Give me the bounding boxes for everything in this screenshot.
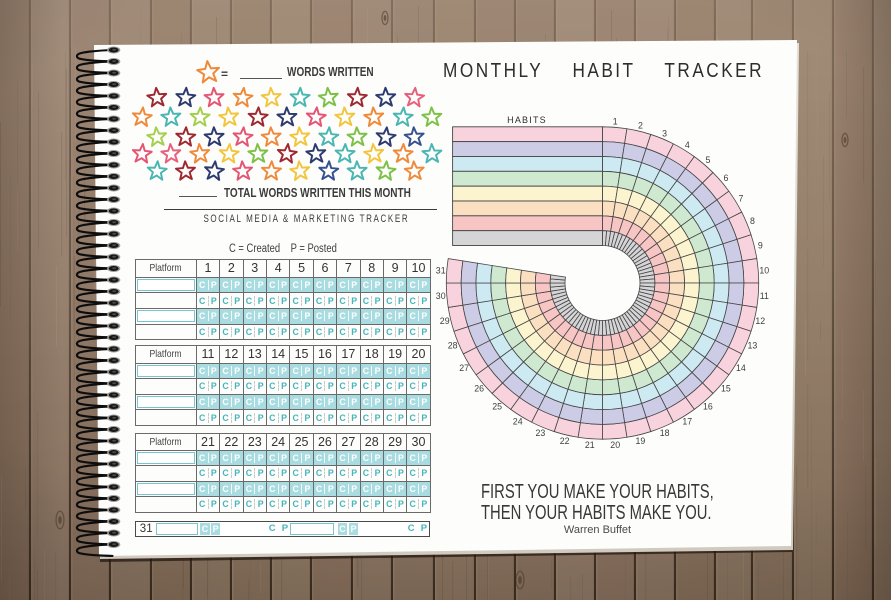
svg-text:24: 24 — [513, 417, 523, 427]
svg-text:7: 7 — [738, 193, 743, 203]
svg-text:5: 5 — [705, 155, 710, 165]
svg-text:25: 25 — [492, 402, 502, 412]
svg-text:14: 14 — [736, 363, 746, 373]
svg-text:2: 2 — [638, 120, 643, 130]
svg-text:6: 6 — [723, 173, 728, 183]
svg-text:27: 27 — [459, 363, 469, 373]
svg-text:31: 31 — [436, 266, 446, 276]
svg-text:11: 11 — [760, 291, 769, 301]
svg-text:16: 16 — [703, 402, 713, 412]
svg-text:28: 28 — [448, 340, 458, 350]
svg-text:9: 9 — [758, 240, 763, 250]
svg-text:3: 3 — [662, 128, 667, 138]
svg-text:19: 19 — [636, 436, 646, 446]
svg-text:4: 4 — [685, 140, 690, 150]
svg-text:23: 23 — [536, 428, 546, 438]
svg-text:30: 30 — [436, 291, 446, 301]
svg-text:12: 12 — [755, 316, 765, 326]
svg-text:18: 18 — [660, 428, 670, 438]
svg-text:21: 21 — [585, 440, 595, 450]
svg-text:17: 17 — [682, 417, 692, 427]
svg-text:1: 1 — [613, 116, 618, 126]
svg-text:29: 29 — [440, 316, 450, 326]
svg-text:22: 22 — [560, 436, 570, 446]
svg-text:26: 26 — [474, 384, 484, 394]
svg-text:20: 20 — [610, 440, 620, 450]
svg-text:13: 13 — [748, 340, 758, 350]
svg-text:10: 10 — [759, 266, 769, 276]
svg-text:15: 15 — [721, 384, 731, 394]
svg-text:8: 8 — [750, 216, 755, 226]
